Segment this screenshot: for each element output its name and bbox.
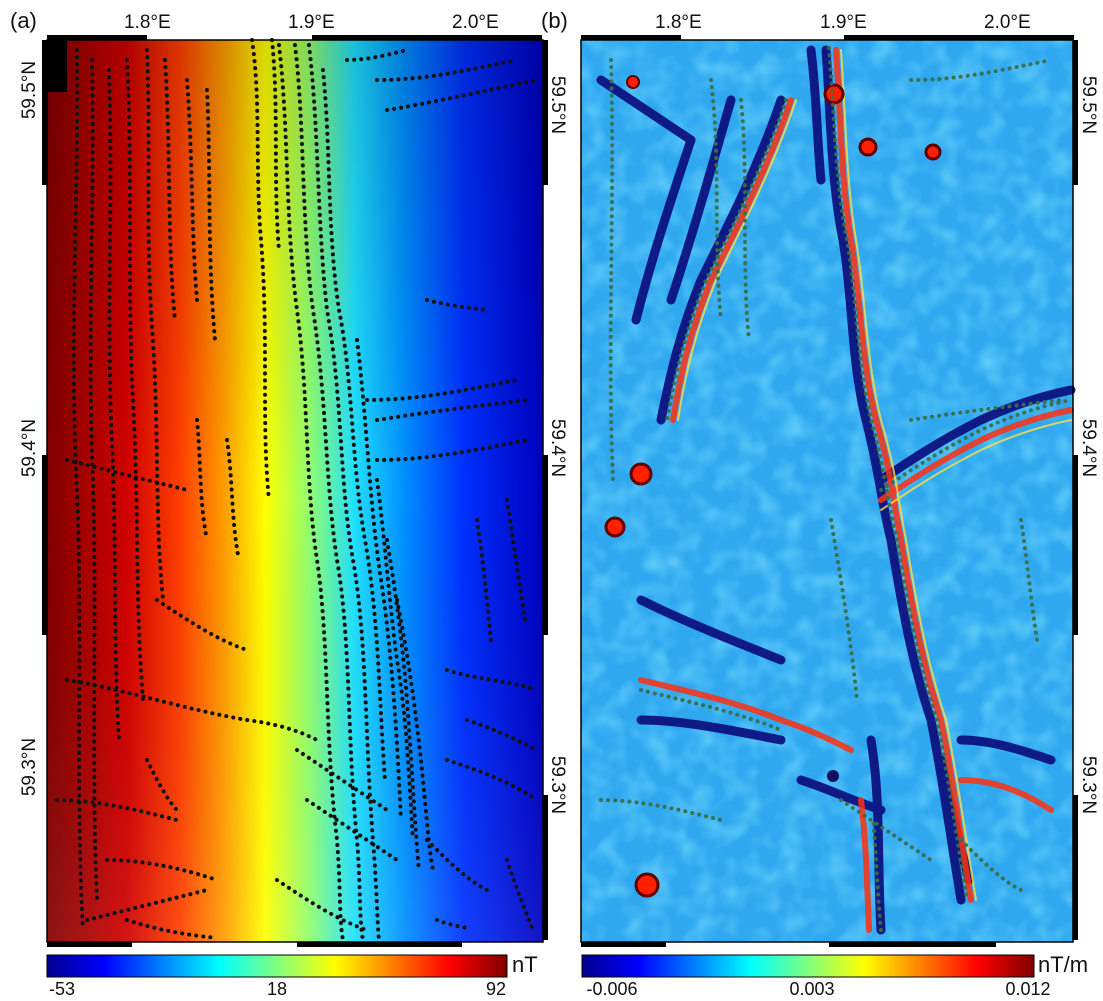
panel-a-lat-tick-left-1: 59.5°N xyxy=(19,60,40,120)
panel-b-label: (b) xyxy=(541,8,568,33)
panel-b-red-lineaments xyxy=(638,47,1074,933)
panel-b-anomalies xyxy=(604,75,942,898)
panel-b-dark-lineaments xyxy=(596,45,1076,935)
panel-a-colorbar-unit: nT xyxy=(512,952,538,977)
panel-b-lat-tick-right-1: 59.5°N xyxy=(1078,75,1099,135)
panel-a-no-data-area xyxy=(47,40,67,92)
panel-b-colorbar-tick-min: -0.006 xyxy=(586,979,638,999)
panel-b-colorbar-unit: nT/m xyxy=(1038,952,1089,977)
panel-a-label: (a) xyxy=(10,8,37,33)
panel-b-lon-tick-2: 1.9°E xyxy=(820,12,867,33)
panel-a-map xyxy=(46,38,544,943)
panel-a-frame-bars xyxy=(42,35,548,947)
panel-b-dots xyxy=(599,46,1073,932)
panel-b-lat-tick-right-3: 59.3°N xyxy=(1078,755,1099,815)
panel-a-dots xyxy=(55,38,539,942)
panel-a-colorbar-tick-mid: 18 xyxy=(266,979,288,999)
panel-a-lat-tick-left-3: 59.3°N xyxy=(19,737,40,797)
panel-a-lat-tick-right-1: 59.5°N xyxy=(547,75,568,135)
panel-b-colorbar xyxy=(581,954,1035,978)
panel-a-lat-tick-right-2: 59.4°N xyxy=(547,418,568,478)
panel-a-lon-tick-1: 1.8°E xyxy=(124,12,171,33)
panel-a-colorbar xyxy=(46,954,508,978)
panel-b-halo xyxy=(677,49,1072,901)
panel-a-lon-tick-3: 2.0°E xyxy=(452,12,499,33)
panel-a-lat-tick-right-3: 59.3°N xyxy=(547,755,568,815)
panel-b-map xyxy=(580,39,1076,943)
panel-b-lon-tick-3: 2.0°E xyxy=(984,12,1031,33)
panel-a-lon-tick-2: 1.9°E xyxy=(288,12,335,33)
panel-b-frame-bars xyxy=(581,35,1078,947)
panel-b-lon-tick-1: 1.8°E xyxy=(655,12,702,33)
panel-b-lat-tick-right-2: 59.4°N xyxy=(1078,418,1099,478)
panel-b-colorbar-tick-max: 0.012 xyxy=(1005,979,1051,999)
panel-b-colorbar-tick-mid: 0.003 xyxy=(789,979,835,999)
panel-a-colorbar-tick-min: -53 xyxy=(48,979,76,999)
panel-a-lat-tick-left-2: 59.4°N xyxy=(19,418,40,478)
panel-a-colorbar-tick-max: 92 xyxy=(485,979,507,999)
